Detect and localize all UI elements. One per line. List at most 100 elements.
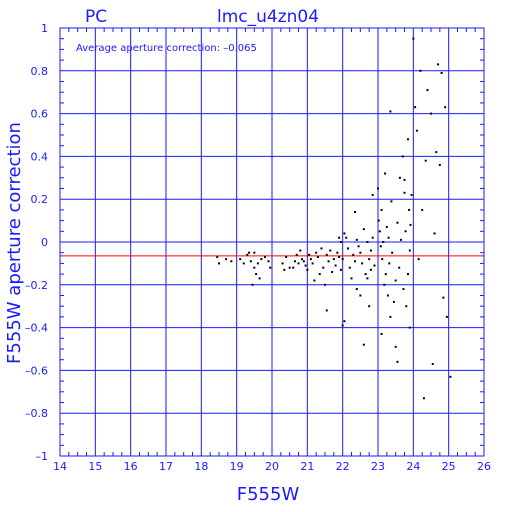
data-point xyxy=(398,266,401,269)
data-point xyxy=(449,375,452,378)
data-point xyxy=(389,110,392,113)
data-point xyxy=(309,258,312,261)
data-point xyxy=(415,129,418,132)
data-point xyxy=(359,294,362,297)
grid xyxy=(59,27,485,457)
y-tick-label: –1 xyxy=(36,450,49,463)
data-point xyxy=(403,191,406,194)
data-point xyxy=(377,187,379,190)
data-point xyxy=(324,283,326,286)
data-point xyxy=(267,260,270,263)
data-point xyxy=(318,273,321,276)
data-point xyxy=(355,288,358,291)
data-point xyxy=(407,273,410,276)
data-point xyxy=(269,266,272,269)
data-point xyxy=(251,283,254,286)
data-point xyxy=(332,258,335,261)
data-point xyxy=(253,251,256,254)
data-point xyxy=(389,315,392,318)
data-point xyxy=(218,262,220,265)
data-point xyxy=(225,258,228,261)
data-point xyxy=(313,279,316,282)
data-point xyxy=(308,253,311,256)
data-point xyxy=(419,69,422,72)
data-point xyxy=(402,288,405,291)
data-point xyxy=(403,178,406,181)
x-axis-label: F555W xyxy=(237,484,300,505)
data-point xyxy=(299,249,302,252)
data-point xyxy=(320,247,323,250)
data-point xyxy=(412,37,415,40)
data-point xyxy=(302,260,305,263)
y-tick-label: 0.4 xyxy=(31,150,49,163)
data-point xyxy=(392,300,395,303)
x-tick-label: 16 xyxy=(124,460,138,473)
data-point xyxy=(361,262,364,265)
y-axis-label: F555W aperture correction xyxy=(4,122,25,364)
data-point xyxy=(322,266,325,269)
data-point xyxy=(388,262,391,265)
data-point xyxy=(430,112,432,115)
data-point xyxy=(380,333,383,336)
y-tick-label: –0.6 xyxy=(25,364,48,377)
data-point xyxy=(381,258,384,261)
x-tick-label: 21 xyxy=(300,460,314,473)
data-point xyxy=(399,238,402,241)
data-point xyxy=(325,309,328,312)
data-point xyxy=(338,236,341,239)
data-point xyxy=(327,260,330,263)
data-point xyxy=(334,264,337,267)
data-point xyxy=(295,253,298,256)
data-point xyxy=(390,200,393,203)
data-point xyxy=(331,270,334,273)
data-point xyxy=(385,226,388,229)
data-point xyxy=(258,277,261,280)
data-point xyxy=(242,262,245,265)
x-tick-label: 26 xyxy=(477,460,491,473)
x-tick-label: 18 xyxy=(194,460,208,473)
y-tick-label: 0.8 xyxy=(31,65,49,78)
data-point xyxy=(409,223,412,226)
data-point xyxy=(355,238,358,241)
data-point xyxy=(404,230,407,233)
data-point xyxy=(424,159,427,162)
data-point xyxy=(396,360,399,363)
data-point xyxy=(341,258,344,261)
y-tick-labels: 1 0.8 0.6 0.4 0.2 0 –0.2 –0.4 –0.6 –0.8 –1 xyxy=(25,22,48,463)
chart-title: lmc_u4zn04 xyxy=(217,7,319,27)
data-point xyxy=(387,236,390,239)
data-point xyxy=(346,247,349,250)
y-tick-label: –0.2 xyxy=(25,279,48,292)
data-point xyxy=(260,258,263,261)
data-point xyxy=(253,266,256,269)
data-point xyxy=(401,155,404,158)
data-point xyxy=(414,106,417,109)
data-point xyxy=(311,262,314,265)
data-point xyxy=(263,255,266,258)
data-point xyxy=(345,236,348,239)
data-point xyxy=(359,251,362,254)
data-point xyxy=(440,71,443,74)
data-point xyxy=(246,253,249,256)
data-point xyxy=(410,193,413,196)
y-tick-label: –0.4 xyxy=(25,322,48,335)
y-tick-label: 0.6 xyxy=(31,108,49,121)
x-tick-label: 22 xyxy=(336,460,350,473)
data-point xyxy=(366,241,369,243)
data-point xyxy=(255,273,258,276)
camera-label: PC xyxy=(85,7,107,27)
y-tick-label: 0 xyxy=(41,236,48,249)
data-point xyxy=(336,251,339,254)
data-point xyxy=(384,273,387,276)
data-point xyxy=(398,176,401,179)
average-annotation: Average aperture correction: –0.065 xyxy=(76,43,257,54)
data-point xyxy=(421,208,424,211)
data-point xyxy=(285,255,288,258)
data-point xyxy=(368,305,371,308)
data-point xyxy=(433,232,436,235)
x-tick-label: 23 xyxy=(371,460,385,473)
data-point xyxy=(437,63,440,66)
data-point xyxy=(352,253,355,256)
data-point xyxy=(325,253,328,256)
